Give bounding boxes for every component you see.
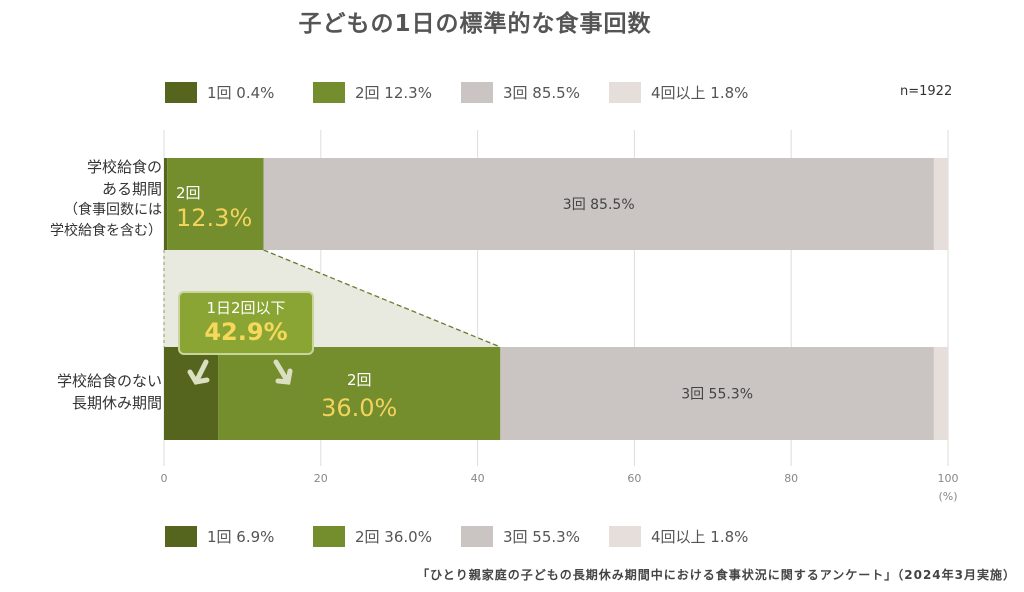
- bar-segment: [500, 347, 934, 440]
- segment-label: 3回 55.3%: [681, 387, 753, 403]
- x-tick-label: 0: [161, 472, 168, 485]
- sample-size: n=1922: [900, 84, 953, 99]
- callout-box: 1日2回以下 42.9%: [178, 291, 314, 355]
- legend-label: 3回 55.3%: [503, 528, 580, 546]
- x-tick-label: 100: [938, 472, 959, 485]
- legend-label: 4回以上 1.8%: [651, 84, 749, 102]
- legend-swatch: [461, 526, 493, 547]
- legend-swatch: [609, 526, 641, 547]
- bar-segment: [167, 158, 264, 250]
- legend-bottom: 1回 6.9% 2回 36.0% 3回 55.3% 4回以上 1.8%: [165, 526, 757, 547]
- bar-segment: [164, 347, 219, 440]
- x-tick-label: 40: [471, 472, 485, 485]
- bar-segment: [164, 158, 168, 250]
- x-unit-label: (%): [938, 490, 957, 503]
- bar-segment: [218, 347, 501, 440]
- segment-label: 3回 85.5%: [563, 197, 635, 213]
- legend-item: 4回以上 1.8%: [609, 526, 757, 547]
- segment-label: 2回: [347, 371, 372, 389]
- row-label-line: 学校給食のない: [56, 372, 162, 390]
- row-label-line: 長期休み期間: [71, 394, 162, 412]
- legend-item: 1回 6.9%: [165, 526, 313, 547]
- row-label-line: 学校給食の: [86, 158, 162, 176]
- legend-swatch: [165, 82, 197, 103]
- chart-title: 子どもの1日の標準的な食事回数: [298, 11, 652, 37]
- bar-segment: [933, 347, 948, 440]
- legend-swatch: [609, 82, 641, 103]
- legend-label: 1回 6.9%: [207, 528, 275, 546]
- connector-dashed-line: [263, 249, 501, 348]
- callout-label: 1日2回以下: [206, 299, 286, 317]
- legend-label: 2回 12.3%: [355, 84, 432, 102]
- segment-label: 2回: [176, 184, 201, 202]
- legend-swatch: [461, 82, 493, 103]
- bar-segment: [263, 158, 934, 250]
- legend-item: 1回 0.4%: [165, 82, 313, 103]
- segment-value: 12.3%: [176, 204, 252, 232]
- arrow-down-right-icon: [273, 359, 293, 385]
- row-label-1: 学校給食の ある期間 （食事回数には 学校給食を含む）: [50, 156, 162, 242]
- x-tick-label: 60: [627, 472, 641, 485]
- legend-label: 2回 36.0%: [355, 528, 432, 546]
- row-label-line: ある期間: [101, 180, 162, 198]
- legend-swatch: [165, 526, 197, 547]
- legend-top: 1回 0.4% 2回 12.3% 3回 85.5% 4回以上 1.8%: [165, 82, 757, 103]
- arrow-down-left-icon: [187, 359, 210, 385]
- legend-item: 2回 12.3%: [313, 82, 461, 103]
- legend-item: 3回 85.5%: [461, 82, 609, 103]
- legend-item: 3回 55.3%: [461, 526, 609, 547]
- legend-label: 1回 0.4%: [207, 84, 275, 102]
- legend-swatch: [313, 526, 345, 547]
- source-note: 「ひとり親家庭の子どもの長期休み期間中における食事状況に関するアンケート」（20…: [417, 568, 1016, 582]
- segment-value: 36.0%: [321, 394, 397, 422]
- legend-label: 3回 85.5%: [503, 84, 580, 102]
- row-label-note: （食事回数には: [64, 202, 162, 218]
- x-tick-label: 20: [314, 472, 328, 485]
- x-tick-label: 80: [784, 472, 798, 485]
- legend-swatch: [313, 82, 345, 103]
- legend-item: 2回 36.0%: [313, 526, 461, 547]
- row-label-note: 学校給食を含む）: [50, 223, 162, 239]
- legend-item: 4回以上 1.8%: [609, 82, 757, 103]
- row-label-2: 学校給食のない 長期休み期間: [57, 370, 162, 414]
- legend-label: 4回以上 1.8%: [651, 528, 749, 546]
- bar-segment: [933, 158, 948, 250]
- callout-value: 42.9%: [204, 318, 288, 346]
